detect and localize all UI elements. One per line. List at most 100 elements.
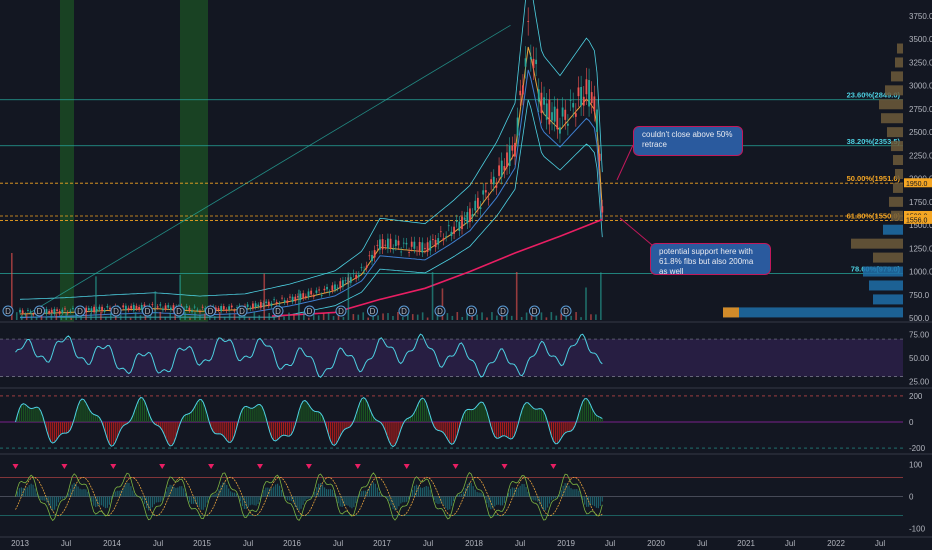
candle-body — [328, 292, 331, 294]
candle-body — [426, 242, 429, 252]
candle-body — [228, 306, 230, 310]
volume-bar — [298, 289, 300, 320]
osc-sell-signal — [257, 464, 263, 469]
candle-body — [424, 248, 426, 249]
volume-bar — [159, 312, 162, 320]
volume-bar — [243, 312, 246, 320]
candle-body — [267, 301, 270, 307]
candle-body — [421, 242, 424, 253]
dividend-marker-label: D — [563, 307, 569, 316]
fib-level-label: 61.80%(1550.0) — [847, 211, 901, 220]
volume-bar — [476, 314, 478, 320]
volume-bar — [387, 313, 389, 320]
time-tick-label: Jul — [785, 539, 795, 548]
candle-body — [69, 310, 72, 312]
dividend-marker — [560, 305, 572, 317]
candle-body — [336, 287, 339, 289]
volume-bar — [85, 313, 87, 320]
candle-body — [596, 109, 598, 132]
candle-body — [387, 238, 389, 249]
price-tick-label: 3250.0 — [909, 58, 932, 67]
candle-body — [138, 307, 141, 310]
candle-body — [463, 217, 466, 220]
candle-body — [201, 306, 204, 308]
candle-body — [371, 254, 373, 261]
volume-profile-bar — [887, 127, 903, 138]
volume-bar — [204, 313, 206, 320]
candle-body — [466, 212, 469, 224]
cci-line — [15, 396, 603, 448]
volume-bar — [565, 313, 567, 320]
candle-body — [376, 244, 379, 246]
volume-bar — [60, 314, 63, 320]
highlight-zone-2014 — [180, 0, 208, 322]
volume-bar — [283, 316, 285, 320]
candle-body — [252, 303, 254, 309]
volume-bar — [585, 287, 587, 320]
volume-profile-bar — [891, 71, 903, 82]
volume-bar — [248, 317, 251, 320]
candle-body — [360, 267, 363, 269]
osc-sell-signal — [452, 464, 459, 469]
osc-sell-signal — [208, 464, 215, 469]
annotation-61-support[interactable]: potential support here with 61.8% fibs b… — [650, 243, 771, 276]
candle-body — [527, 21, 530, 22]
dividend-marker — [173, 305, 185, 317]
volume-bar — [154, 291, 157, 320]
osc-sell-signal — [354, 464, 361, 469]
candle-body — [392, 248, 395, 250]
volume-bar — [510, 315, 513, 320]
dividend-marker-label: D — [500, 307, 506, 316]
time-tick-label: 2013 — [11, 539, 29, 548]
annotation-61-support-text: potential support here with 61.8% fibs b… — [659, 247, 754, 276]
candle-body — [318, 289, 320, 291]
candle-body — [461, 216, 463, 230]
time-tick-label: 2017 — [373, 539, 391, 548]
dividend-marker — [529, 305, 540, 317]
candle-body — [418, 241, 421, 251]
volume-bar — [189, 317, 191, 320]
highlight-zone-2013 — [60, 0, 74, 322]
candle-body — [66, 312, 69, 314]
price-axis: 3750.0 3500.0 3250.0 3000.0 2750.0 2500.0 2250… — [904, 12, 932, 323]
volume-bar — [466, 312, 468, 320]
candle-body — [373, 250, 376, 258]
candle-body — [432, 239, 434, 241]
candle-body — [437, 238, 440, 245]
candle-body — [487, 198, 490, 200]
volume-bar — [223, 316, 226, 320]
volume-bar — [530, 314, 533, 320]
candle-body — [199, 311, 201, 313]
volume-bar — [441, 288, 444, 320]
candle-body — [233, 310, 236, 312]
volume-bar — [352, 314, 355, 320]
volume-profile-bar — [869, 280, 903, 291]
volume-bar — [110, 312, 112, 320]
volume-bar — [308, 317, 310, 320]
volume-bar — [540, 312, 543, 320]
time-tick-label: 2022 — [827, 539, 845, 548]
volume-bar — [456, 312, 459, 320]
candle-body — [339, 281, 342, 289]
candle-body — [193, 306, 196, 308]
candle-body — [283, 300, 286, 303]
candle-body — [217, 308, 220, 311]
time-tick-label: 2014 — [103, 539, 121, 548]
volume-bar — [258, 315, 261, 320]
volume-bar — [209, 312, 211, 320]
dividend-marker-label: D — [370, 307, 376, 316]
candle-body — [109, 307, 111, 310]
price-tick-label: 1500.0 — [909, 221, 932, 230]
time-tick-label: 2021 — [737, 539, 755, 548]
annotation-50-retrace[interactable]: couldn't close above 50% retrace — [633, 126, 743, 156]
volume-bar — [228, 312, 231, 320]
dividend-marker-label: D — [469, 307, 475, 316]
candle-body — [593, 96, 596, 112]
candle-body — [548, 99, 551, 125]
volume-bar — [392, 316, 394, 320]
dividend-marker — [142, 305, 153, 317]
volume-bar — [461, 316, 464, 320]
candle-body — [458, 221, 461, 232]
volume-bar — [213, 316, 216, 320]
